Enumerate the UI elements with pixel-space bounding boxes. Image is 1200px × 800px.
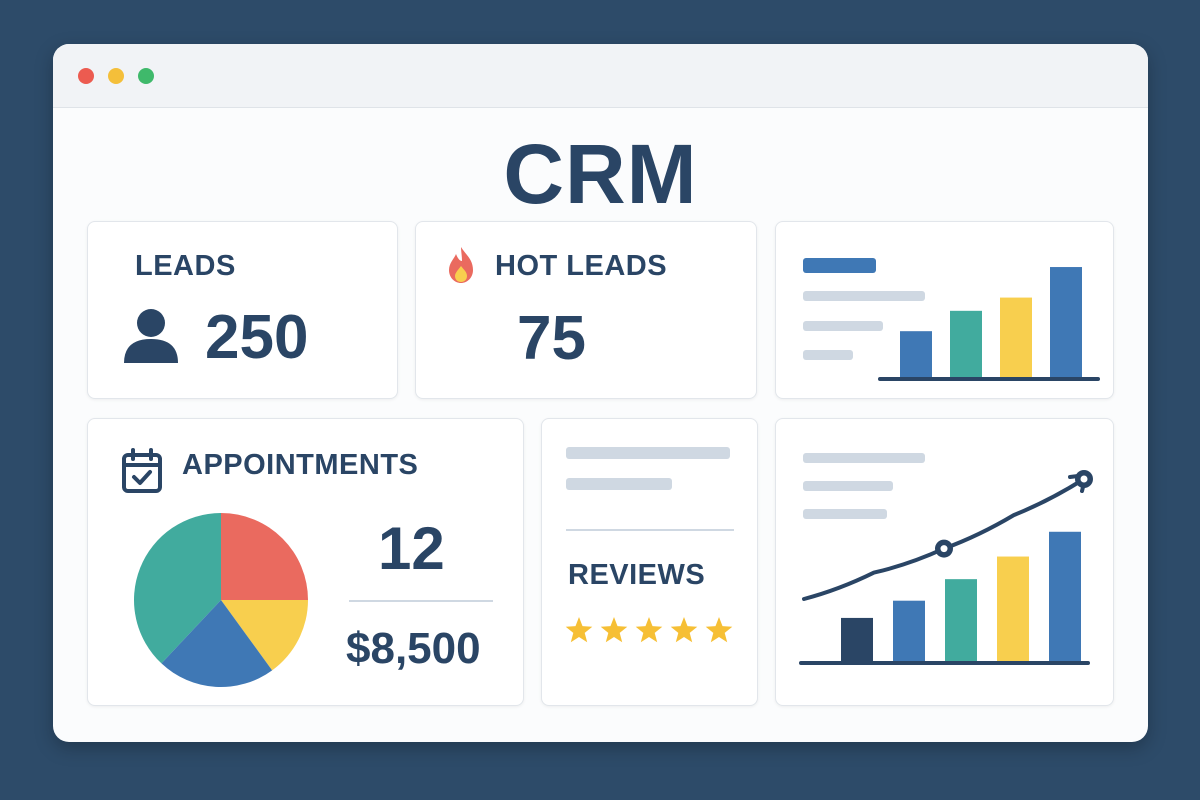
divider [349,600,493,602]
appointments-label: APPOINTMENTS [182,449,419,481]
pie-slice [134,513,221,664]
leads-card[interactable]: LEADS 250 [87,221,398,399]
pie-slice [221,513,308,600]
text-placeholder-line [566,478,672,490]
star-icon [565,617,593,643]
divider [566,529,734,531]
fire-icon [449,247,473,283]
minimize-button[interactable] [108,68,124,84]
bar [893,600,925,661]
close-button[interactable] [78,68,94,84]
combo-chart-card[interactable] [775,418,1114,706]
calendar-check-icon [122,448,162,493]
hot-leads-value: 75 [517,304,586,373]
text-placeholder-line [803,291,925,301]
pie-slice [161,600,273,687]
text-placeholder-line [803,509,887,519]
appointments-count: 12 [378,515,445,582]
app-window: CRM LEADS 250 HOT LEADS 75 [53,44,1148,742]
hot-leads-card[interactable]: HOT LEADS 75 [415,221,757,399]
leads-label: LEADS [135,250,236,282]
trend-marker-center [1080,475,1088,483]
page-title: CRM [503,127,698,221]
trend-marker-center [940,545,948,553]
pie-chart [134,513,308,687]
reviews-label: REVIEWS [568,559,706,591]
bar [900,331,932,377]
trend-line [802,477,1086,601]
star-icon [705,617,733,643]
text-placeholder-line [803,453,925,463]
text-placeholder-line [803,350,853,360]
user-icon [124,309,178,363]
star-icon [635,617,663,643]
star-rating [565,617,733,643]
chart-title-placeholder [803,258,876,273]
bar [950,310,982,377]
star-icon [600,617,628,643]
text-placeholder-line [803,321,883,331]
star-icon [670,617,698,643]
leads-value: 250 [205,303,309,372]
bar [1000,297,1032,377]
bar [1050,267,1082,377]
appointments-amount: $8,500 [346,624,481,673]
bar-chart-card[interactable] [775,221,1114,399]
text-placeholder-line [566,447,730,459]
hot-leads-label: HOT LEADS [495,250,668,282]
bar [945,579,977,661]
appointments-card[interactable]: APPOINTMENTS 12 $8,500 [87,418,524,706]
text-placeholder-line [803,481,893,491]
maximize-button[interactable] [138,68,154,84]
reviews-card[interactable]: REVIEWS [541,418,758,706]
trend-bar-chart [799,470,1093,665]
bar [1049,531,1081,661]
bar [997,556,1029,661]
pie-slice [221,600,308,671]
bar-chart [878,267,1100,381]
title-bar [53,44,1148,108]
bar [841,617,873,661]
